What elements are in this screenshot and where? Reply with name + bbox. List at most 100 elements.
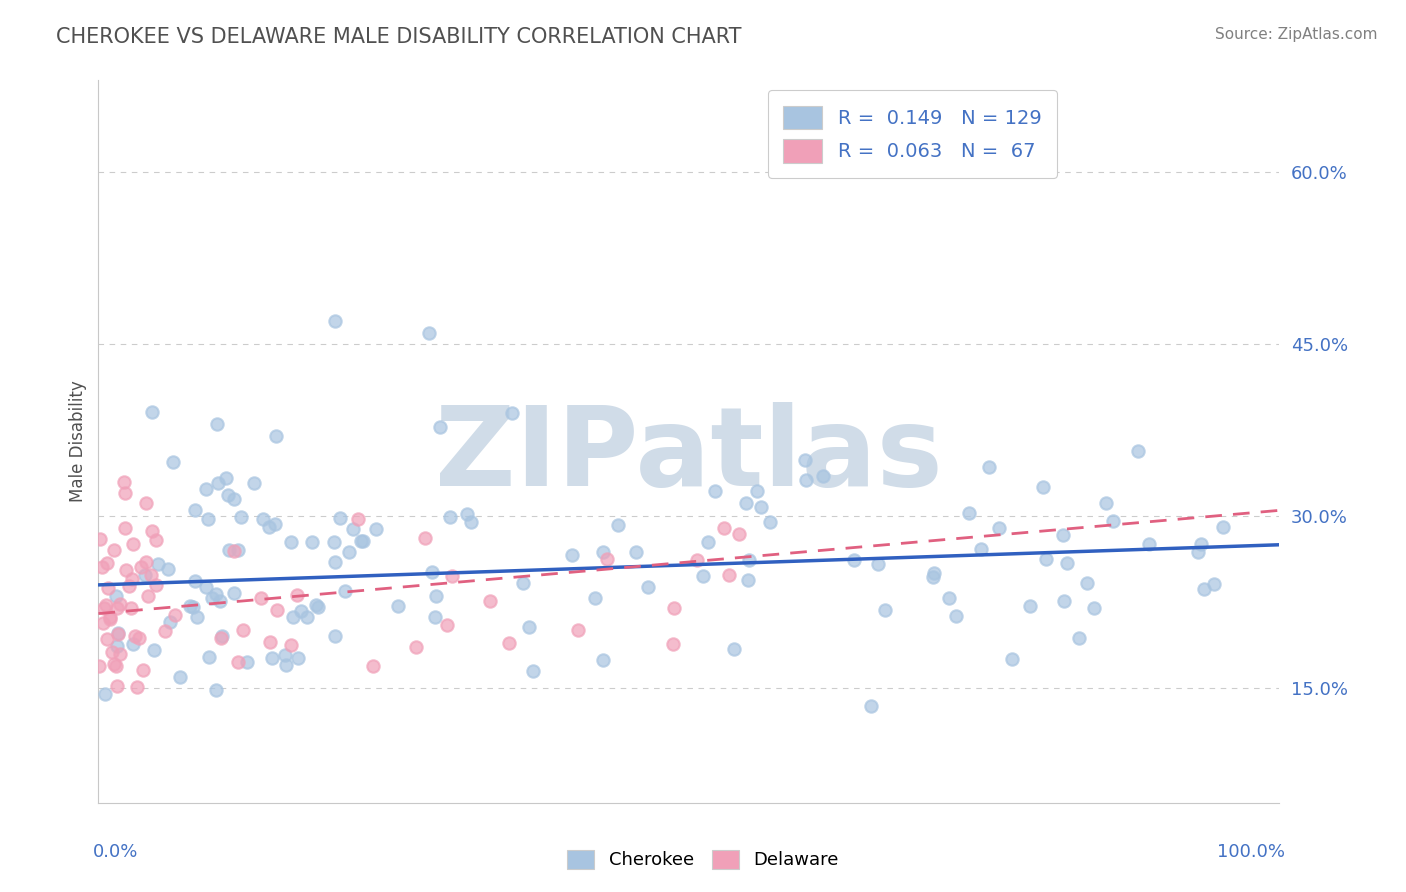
Point: [323, 555, 346, 569]
Point: [323, 314, 346, 328]
Point: [276, 657, 298, 672]
Point: [323, 629, 346, 643]
Point: [252, 512, 274, 526]
Point: [194, 482, 217, 496]
Point: [103, 657, 125, 671]
Point: [405, 640, 427, 655]
Point: [114, 486, 136, 500]
Point: [366, 522, 388, 536]
Point: [662, 600, 685, 615]
Point: [148, 557, 170, 571]
Text: Source: ZipAtlas.com: Source: ZipAtlas.com: [1215, 27, 1378, 42]
Point: [141, 405, 163, 419]
Point: [592, 653, 614, 667]
Point: [844, 553, 866, 567]
Point: [1095, 496, 1118, 510]
Point: [970, 541, 993, 556]
Point: [93, 601, 115, 615]
Point: [418, 326, 440, 340]
Point: [142, 643, 165, 657]
Y-axis label: Male Disability: Male Disability: [69, 381, 87, 502]
Point: [793, 452, 815, 467]
Point: [262, 651, 284, 665]
Point: [945, 608, 967, 623]
Point: [145, 577, 167, 591]
Point: [209, 631, 232, 645]
Point: [723, 642, 745, 657]
Point: [501, 406, 523, 420]
Point: [361, 659, 384, 673]
Point: [717, 568, 740, 582]
Point: [132, 663, 155, 677]
Point: [1137, 537, 1160, 551]
Point: [1202, 577, 1225, 591]
Point: [637, 580, 659, 594]
Point: [97, 581, 120, 595]
Point: [104, 589, 127, 603]
Point: [429, 420, 451, 434]
Point: [423, 609, 446, 624]
Point: [108, 647, 131, 661]
Point: [1053, 593, 1076, 607]
Point: [198, 650, 221, 665]
Point: [205, 682, 228, 697]
Point: [232, 623, 254, 637]
Point: [266, 603, 288, 617]
Point: [236, 655, 259, 669]
Point: [737, 574, 759, 588]
Point: [595, 552, 617, 566]
Point: [259, 635, 281, 649]
Point: [96, 557, 118, 571]
Point: [661, 637, 683, 651]
Point: [136, 589, 159, 603]
Point: [456, 507, 478, 521]
Point: [460, 515, 482, 529]
Point: [938, 591, 960, 606]
Point: [747, 483, 769, 498]
Point: [1212, 520, 1234, 534]
Point: [522, 664, 544, 678]
Legend: R =  0.149   N = 129, R =  0.063   N =  67: R = 0.149 N = 129, R = 0.063 N = 67: [768, 90, 1057, 178]
Point: [1018, 599, 1040, 613]
Point: [157, 562, 180, 576]
Point: [436, 618, 458, 632]
Point: [94, 687, 117, 701]
Point: [728, 527, 751, 541]
Point: [922, 570, 945, 584]
Point: [186, 610, 208, 624]
Point: [201, 591, 224, 605]
Point: [890, 130, 912, 145]
Point: [91, 616, 114, 631]
Point: [89, 659, 111, 673]
Point: [124, 629, 146, 643]
Point: [1101, 514, 1123, 528]
Point: [749, 500, 772, 514]
Point: [91, 560, 114, 574]
Point: [1052, 528, 1074, 542]
Point: [89, 532, 111, 546]
Point: [122, 637, 145, 651]
Point: [1076, 575, 1098, 590]
Point: [1189, 537, 1212, 551]
Point: [94, 599, 117, 613]
Point: [264, 429, 287, 443]
Point: [135, 555, 157, 569]
Point: [875, 602, 897, 616]
Point: [290, 605, 312, 619]
Point: [274, 648, 297, 662]
Point: [592, 544, 614, 558]
Point: [211, 629, 233, 643]
Point: [264, 517, 287, 532]
Text: ZIPatlas: ZIPatlas: [434, 402, 943, 509]
Point: [441, 569, 464, 583]
Point: [112, 475, 135, 489]
Point: [624, 544, 647, 558]
Point: [243, 476, 266, 491]
Point: [307, 599, 329, 614]
Point: [141, 524, 163, 538]
Point: [866, 557, 889, 571]
Point: [118, 579, 141, 593]
Point: [229, 510, 252, 524]
Point: [339, 545, 361, 559]
Point: [301, 535, 323, 549]
